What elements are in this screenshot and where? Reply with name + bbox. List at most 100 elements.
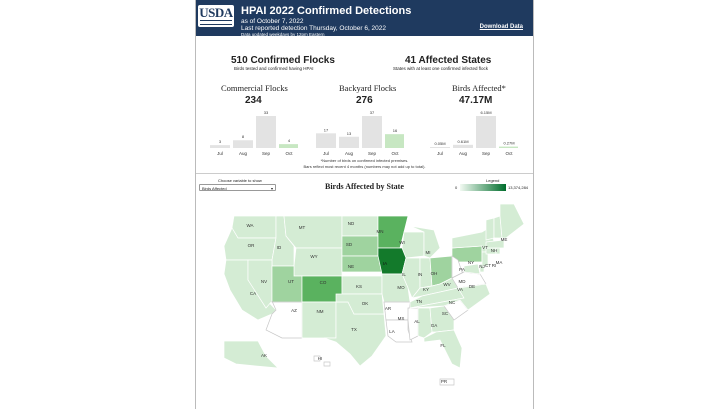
state-nv[interactable] bbox=[247, 259, 273, 309]
state-label-ak: AK bbox=[261, 353, 267, 358]
state-al[interactable] bbox=[417, 307, 433, 339]
state-label-sc: SC bbox=[442, 311, 449, 316]
logo-text: USDA bbox=[199, 5, 233, 20]
dashboard-frame: USDA HPAI 2022 Confirmed Detections as o… bbox=[195, 0, 534, 409]
footnote-bars: Bars reflect most recent 4 months (numbe… bbox=[303, 164, 426, 169]
month-tick-label: Aug bbox=[345, 151, 354, 156]
state-label-co: CO bbox=[320, 280, 327, 285]
confirmed-flocks-total: 510 Confirmed Flocks bbox=[231, 55, 335, 66]
state-label-az: AZ bbox=[291, 308, 297, 313]
commercial-flocks-chart: 3 Jul 8 Aug 33 Sep 4 Oct bbox=[210, 110, 298, 156]
variable-select-label: Choose variable to show bbox=[218, 178, 262, 183]
state-label-in: IN bbox=[418, 272, 423, 277]
state-label-or: OR bbox=[248, 243, 256, 248]
bar-value-label: 4 bbox=[288, 138, 291, 143]
state-label-ky: KY bbox=[423, 287, 429, 292]
page-title: HPAI 2022 Confirmed Detections bbox=[241, 5, 412, 17]
state-label-wi: WI bbox=[399, 240, 405, 245]
backyard-flocks-chart: 17 Jul 13 Aug 37 Sep 16 Oct bbox=[316, 110, 404, 156]
last-reported-detection: Last reported detection Thursday, Octobe… bbox=[241, 25, 387, 32]
state-wi[interactable] bbox=[401, 231, 425, 259]
state-label-id: ID bbox=[277, 245, 282, 250]
state-hi[interactable] bbox=[313, 355, 331, 367]
month-tick-label: Oct bbox=[505, 151, 513, 156]
state-label-ms: MS bbox=[398, 316, 405, 321]
month-tick-label: Jul bbox=[217, 151, 223, 156]
bar-oct bbox=[279, 144, 298, 148]
chevron-down-icon: ▾ bbox=[270, 186, 273, 191]
state-label-fl: FL bbox=[440, 343, 446, 348]
state-label-mt: MT bbox=[299, 225, 306, 230]
variable-select-value: Birds Affected bbox=[202, 186, 227, 191]
state-md[interactable] bbox=[463, 263, 481, 275]
us-choropleth-map: WA OR ID MT WY ND SD MN WI MI CA NV UT CO NE IA IL IN OH PA… bbox=[223, 203, 525, 386]
state-label-il: IL bbox=[402, 272, 406, 277]
state-vt[interactable] bbox=[485, 217, 495, 241]
legend-min: 0 bbox=[455, 185, 458, 190]
download-data-link[interactable]: Download Data bbox=[479, 24, 523, 30]
state-label-hi: HI bbox=[318, 356, 323, 361]
state-label-ar: AR bbox=[385, 306, 392, 311]
state-label-nm: NM bbox=[317, 309, 324, 314]
bar-value-label: 8 bbox=[242, 134, 245, 139]
bar-value-label: 33 bbox=[264, 110, 269, 115]
state-label-tn: TN bbox=[416, 299, 422, 304]
state-label-de: DE bbox=[469, 284, 475, 289]
update-schedule-note: Data updated weekdays by 12pm Eastern bbox=[241, 32, 325, 37]
state-nm[interactable] bbox=[301, 301, 337, 339]
state-label-sd: SD bbox=[346, 242, 353, 247]
bar-sep bbox=[256, 116, 276, 148]
state-label-pa: PA bbox=[459, 267, 465, 272]
state-label-ga: GA bbox=[431, 323, 438, 328]
state-va[interactable] bbox=[451, 271, 487, 289]
state-pr[interactable] bbox=[439, 378, 455, 386]
legend-label: Legend bbox=[486, 178, 500, 183]
bar-aug bbox=[233, 140, 253, 148]
state-me[interactable] bbox=[499, 203, 525, 239]
footnote-birds: *Number of birds on confirmed infected p… bbox=[320, 158, 409, 163]
state-mn[interactable] bbox=[377, 215, 409, 249]
backyard-flocks-title: Backyard Flocks bbox=[339, 83, 397, 93]
state-label-mi: MI bbox=[426, 250, 431, 255]
bar-value-label: 6.15M bbox=[480, 110, 491, 115]
state-label-vt: VT bbox=[482, 245, 488, 250]
legend-gradient bbox=[460, 184, 506, 191]
state-ok[interactable] bbox=[335, 293, 385, 315]
bar-sep bbox=[362, 116, 382, 148]
commercial-flocks-value: 234 bbox=[245, 95, 262, 106]
state-label-ks: KS bbox=[356, 284, 362, 289]
state-mt[interactable] bbox=[283, 215, 343, 249]
state-label-ut: UT bbox=[288, 279, 294, 284]
state-label-ny: NY bbox=[468, 260, 474, 265]
bar-value-label: 17 bbox=[324, 127, 329, 132]
state-label-va: VA bbox=[457, 287, 463, 292]
usda-logo: USDA bbox=[198, 5, 234, 27]
state-nc[interactable] bbox=[409, 283, 491, 311]
bar-aug bbox=[339, 136, 359, 148]
state-label-wv: WV bbox=[443, 282, 450, 287]
state-label-oh: OH bbox=[431, 271, 438, 276]
state-label-nj: NJ bbox=[479, 264, 485, 269]
state-label-mn: MN bbox=[377, 229, 384, 234]
state-wy[interactable] bbox=[293, 247, 343, 277]
month-tick-label: Sep bbox=[368, 151, 377, 156]
state-ak[interactable] bbox=[223, 340, 279, 369]
state-ma[interactable] bbox=[485, 239, 505, 249]
section-divider bbox=[196, 173, 533, 174]
month-tick-label: Jul bbox=[437, 151, 443, 156]
state-label-pr: PR bbox=[441, 379, 448, 384]
state-label-wy: WY bbox=[310, 254, 317, 259]
state-label-wa: WA bbox=[246, 223, 253, 228]
state-ms[interactable] bbox=[407, 307, 419, 341]
bar-value-label: 37 bbox=[370, 110, 375, 115]
state-wv[interactable] bbox=[451, 255, 465, 279]
state-wa[interactable] bbox=[231, 215, 277, 239]
month-tick-label: Aug bbox=[239, 151, 248, 156]
state-fl[interactable] bbox=[423, 329, 463, 369]
state-label-ri: RI bbox=[492, 263, 497, 268]
state-label-nv: NV bbox=[261, 279, 267, 284]
bar-jul bbox=[210, 145, 230, 148]
bar-value-label: 3 bbox=[219, 139, 222, 144]
variable-select[interactable]: Birds Affected ▾ bbox=[199, 184, 276, 191]
birds-affected-title: Birds Affected* bbox=[452, 83, 506, 93]
